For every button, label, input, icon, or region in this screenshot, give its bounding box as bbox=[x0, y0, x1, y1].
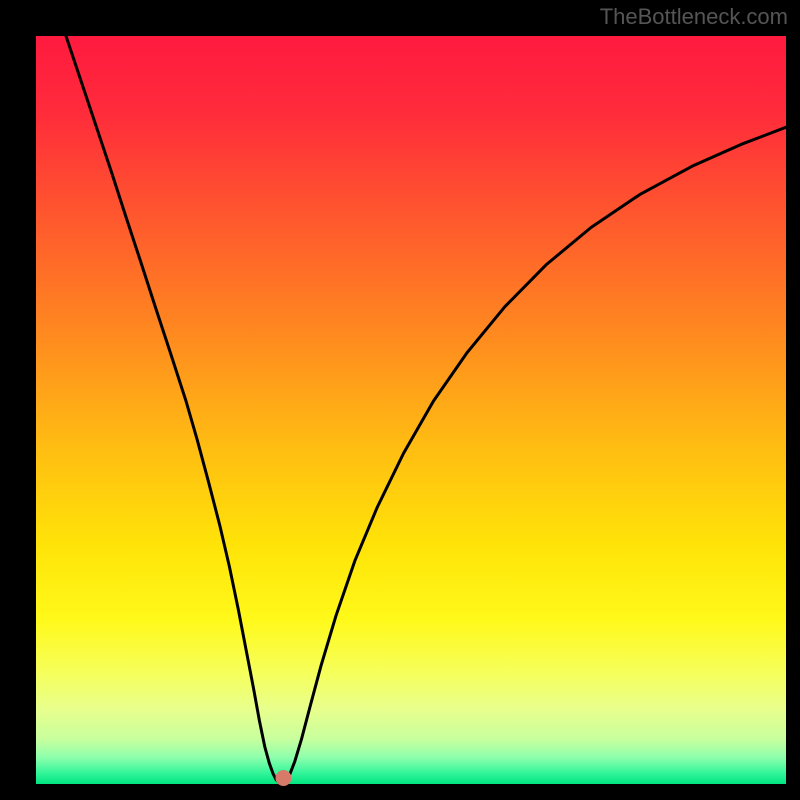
watermark-text: TheBottleneck.com bbox=[600, 4, 788, 30]
optimal-point-marker bbox=[276, 770, 292, 786]
chart-svg bbox=[0, 0, 800, 800]
plot-background bbox=[36, 36, 786, 784]
